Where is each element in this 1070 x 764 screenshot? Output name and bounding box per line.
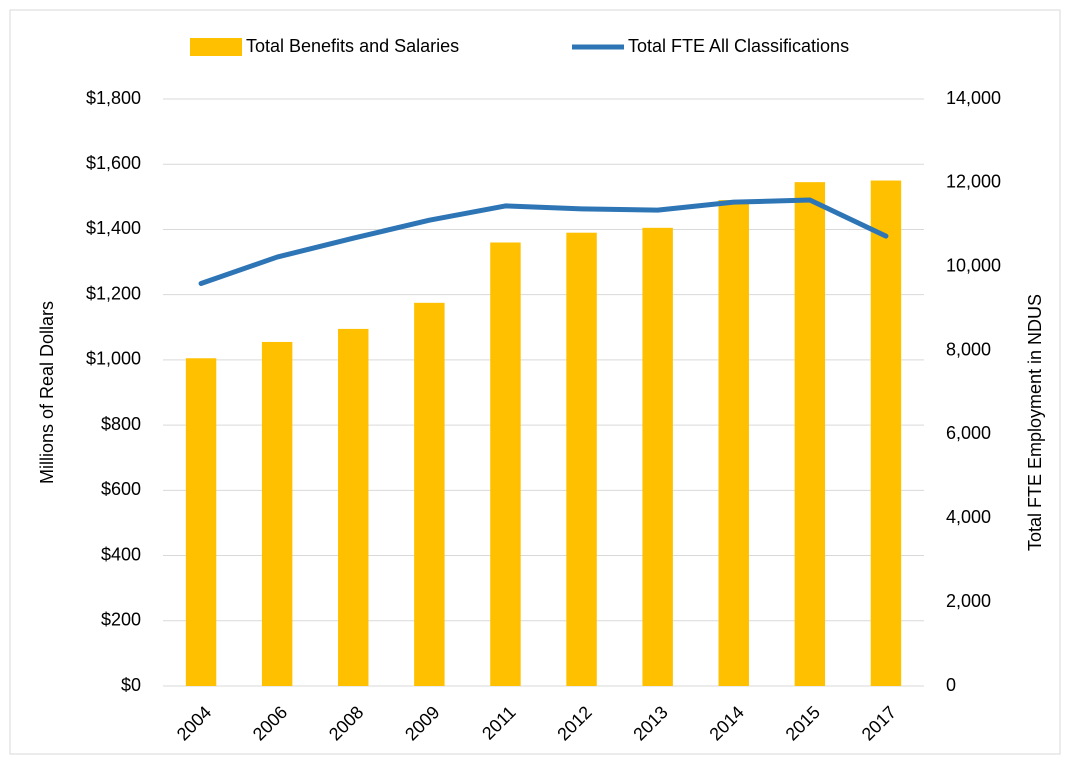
bar [794,182,826,687]
bar [185,358,217,686]
y-tick-label: $0 [121,675,141,695]
y2-tick-label: 8,000 [946,339,991,359]
y2-tick-label: 12,000 [946,172,1001,192]
bar [566,232,597,686]
y-tick-label: $1,200 [86,283,141,303]
y-tick-label: $600 [101,479,141,499]
y2-tick-label: 0 [946,675,956,695]
y-tick-label: $800 [101,414,141,434]
bar [261,341,293,686]
y-tick-label: $1,600 [86,153,141,173]
y2-axis-title: Total FTE Employment in NDUS [1025,294,1045,551]
y-tick-label: $1,000 [86,349,141,369]
legend-label: Total FTE All Classifications [628,36,849,56]
y2-tick-label: 10,000 [946,255,1001,275]
bar [338,328,369,686]
y-tick-label: $1,800 [86,88,141,108]
legend-label: Total Benefits and Salaries [246,36,459,56]
bar [642,227,673,686]
y2-tick-label: 2,000 [946,591,991,611]
y2-tick-label: 6,000 [946,423,991,443]
y-tick-label: $1,400 [86,218,141,238]
y2-tick-label: 4,000 [946,507,991,527]
y-axis-title: Millions of Real Dollars [37,301,57,484]
y-tick-label: $200 [101,610,141,630]
chart-frame [9,9,1061,755]
bar [490,242,521,686]
legend-swatch [190,38,242,56]
bar [414,302,445,686]
y2-tick-label: 14,000 [946,88,1001,108]
line [198,197,889,286]
bar [870,180,902,686]
y-tick-label: $400 [101,544,141,564]
bar [718,200,749,686]
